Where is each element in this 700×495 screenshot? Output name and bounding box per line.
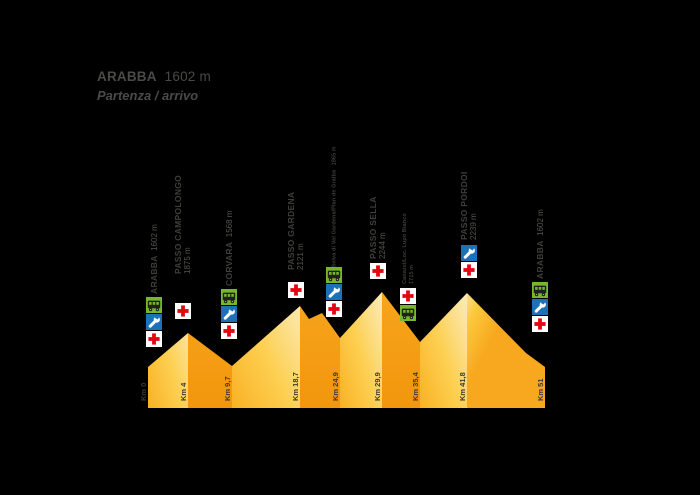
medical-assistance-cross-icon xyxy=(326,301,342,317)
location-elevation: 1568 m xyxy=(225,210,234,238)
km-marker: Km 35,4 xyxy=(411,371,420,401)
location-name: ARABBA xyxy=(535,240,545,279)
service-icons xyxy=(400,288,417,322)
location-label: PASSO CAMPOLONGO 1875 m xyxy=(173,175,291,274)
location-name: ARABBA xyxy=(149,255,159,294)
medical-assistance-cross-icon xyxy=(400,288,416,304)
service-icons xyxy=(146,297,163,348)
page-title: ARABBA 1602 m xyxy=(97,69,211,84)
title-elevation: 1602 m xyxy=(164,69,211,84)
title-location-name: ARABBA xyxy=(97,69,157,84)
service-icons xyxy=(221,289,238,340)
location-elevation: 1865 m xyxy=(331,146,337,166)
mechanical-assistance-wrench-icon xyxy=(146,314,162,330)
service-icons xyxy=(461,245,478,279)
page-subtitle: Partenza / arrivo xyxy=(97,88,199,103)
service-icons xyxy=(175,303,192,320)
mechanical-assistance-wrench-icon xyxy=(326,284,342,300)
medical-assistance-cross-icon xyxy=(146,331,162,347)
location-name: Canazei/Loc. Lupo Bianco xyxy=(401,213,408,284)
mechanical-assistance-wrench-icon xyxy=(532,299,548,315)
service-icons xyxy=(326,267,343,318)
location-name: PASSO PORDOI xyxy=(459,171,469,240)
service-icons xyxy=(370,263,387,280)
km-marker: Km 41,8 xyxy=(458,372,467,401)
km-marker: Km 0 xyxy=(139,383,148,401)
location-name: CORVARA xyxy=(224,241,234,286)
location-elevation: 2239 m xyxy=(469,213,478,240)
bus-icon xyxy=(400,305,416,321)
location-name: Selva di Val Gardena/Plan de Gralba xyxy=(331,169,337,268)
location-elevation: 2244 m xyxy=(378,232,387,259)
mechanical-assistance-wrench-icon xyxy=(461,245,477,261)
location-name: PASSO CAMPOLONGO xyxy=(173,174,183,274)
km-marker: Km 29,9 xyxy=(373,372,382,401)
bus-icon xyxy=(146,297,162,313)
medical-assistance-cross-icon xyxy=(288,282,304,298)
bus-icon xyxy=(326,267,342,283)
service-icons xyxy=(532,282,549,333)
medical-assistance-cross-icon xyxy=(175,303,191,319)
service-icons xyxy=(288,282,305,299)
location-elevation: 1602 m xyxy=(150,224,159,251)
bus-icon xyxy=(532,282,548,298)
medical-assistance-cross-icon xyxy=(370,263,386,279)
km-marker: Km 18,7 xyxy=(291,372,300,401)
km-marker: Km 4 xyxy=(179,382,188,401)
location-name: PASSO SELLA xyxy=(368,196,378,259)
medical-assistance-cross-icon xyxy=(221,323,237,339)
location-elevation: 2121 m xyxy=(296,243,305,270)
location-label: ARABBA 1602 m xyxy=(149,224,229,294)
location-label: PASSO SELLA 2244 m xyxy=(368,196,450,259)
location-elevation: 1875 m xyxy=(183,247,192,274)
mechanical-assistance-wrench-icon xyxy=(221,306,237,322)
km-marker: Km 51 xyxy=(536,378,545,401)
km-marker: Km 9,7 xyxy=(223,376,232,401)
location-name: PASSO GARDENA xyxy=(286,191,296,270)
medical-assistance-cross-icon xyxy=(461,262,477,278)
location-label: ARABBA 1602 m xyxy=(535,209,615,279)
location-elevation: 1715 m xyxy=(408,265,414,284)
medical-assistance-cross-icon xyxy=(532,316,548,332)
location-elevation: 1602 m xyxy=(536,209,545,236)
km-marker: Km 24,9 xyxy=(331,372,340,401)
bus-icon xyxy=(221,289,237,305)
